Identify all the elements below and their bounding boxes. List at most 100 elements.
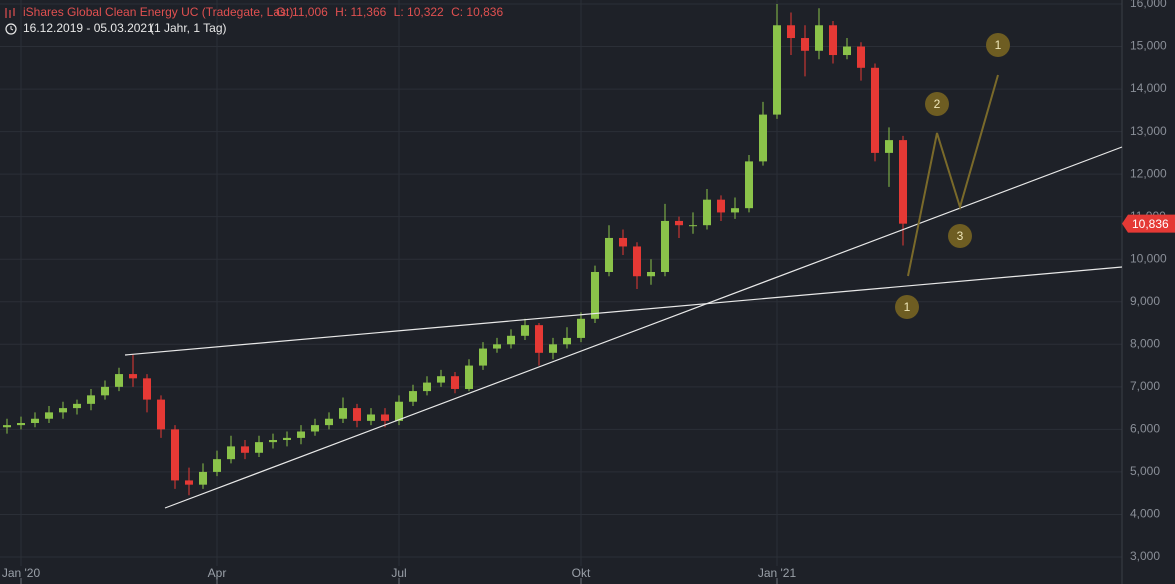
candle-body [479, 348, 487, 366]
ohlc-label: O: [276, 5, 289, 19]
candle-body [213, 459, 221, 472]
y-tick-label: 8,000 [1130, 336, 1160, 350]
y-tick-label: 3,000 [1130, 549, 1160, 563]
ohlc-value: 10,322 [407, 5, 444, 19]
wave-label: 1 [904, 300, 911, 314]
ohlc-value: 11,366 [351, 5, 387, 19]
x-tick-label: Jan '21 [758, 566, 797, 580]
candle-body [45, 412, 53, 419]
candle-body [535, 325, 543, 353]
ohlc-label: H: [335, 5, 347, 19]
candle-body [129, 374, 137, 379]
candle-body [885, 140, 893, 153]
ohlc-label: C: [451, 5, 463, 19]
wave-marker [986, 33, 1010, 57]
candle-body [17, 422, 25, 426]
y-tick-label: 15,000 [1130, 39, 1167, 53]
candle-body [661, 220, 669, 272]
candle-body [689, 225, 697, 227]
candle-body [283, 437, 291, 441]
candle-body [507, 335, 515, 345]
candle-body [87, 395, 95, 404]
ohlc-values: O: 11,006 H: 11,366 L: 10,322 C: 10,836 [276, 5, 503, 19]
y-tick-label: 9,000 [1130, 294, 1160, 308]
price-tag-bg [1122, 214, 1175, 233]
candle-body [521, 325, 529, 336]
candle-body [633, 246, 641, 277]
candle-body [703, 199, 711, 226]
x-tick-label: Okt [572, 566, 591, 580]
candle-body [297, 431, 305, 438]
candle-body [759, 114, 767, 162]
candle-body [325, 418, 333, 426]
x-tick-label: Jan '20 [2, 566, 41, 580]
candle-body [115, 374, 123, 387]
candle-body [171, 429, 179, 481]
chart-icon [5, 8, 15, 18]
candle-body [773, 25, 781, 115]
x-tick-label: Jul [391, 566, 406, 580]
candle-body [59, 408, 67, 413]
candle-body [843, 46, 851, 56]
wave-marker [948, 224, 972, 248]
chart-title: iShares Global Clean Energy UC (Tradegat… [23, 5, 293, 19]
candle-body [311, 425, 319, 432]
candle-body [675, 220, 683, 226]
clock-hand [10, 26, 14, 31]
candle-body [451, 376, 459, 389]
trendline [124, 266, 1123, 356]
candle-body [73, 403, 81, 409]
ohlc-label: L: [394, 5, 404, 19]
ohlc-value: 10,836 [466, 5, 503, 19]
candle-body [801, 38, 809, 51]
y-tick-label: 14,000 [1130, 81, 1167, 95]
y-tick-label: 12,000 [1130, 166, 1167, 180]
candle-body [857, 46, 865, 68]
candle-body [745, 161, 753, 209]
grid-layer [0, 0, 1122, 566]
wave-projection [907, 74, 999, 277]
candle-body [227, 446, 235, 460]
candle-body [717, 199, 725, 213]
candle-body [409, 391, 417, 402]
candle-body [199, 471, 207, 485]
candle-body [591, 271, 599, 319]
candle-body [185, 480, 193, 485]
y-tick-label: 10,000 [1130, 251, 1167, 265]
wave-label: 1 [995, 38, 1002, 52]
candle-body [577, 318, 585, 338]
x-axis: Jan '20 Apr Jul Okt Jan '21 [2, 566, 797, 584]
candle-body [353, 408, 361, 421]
candle-body [339, 408, 347, 419]
candle-body [423, 382, 431, 392]
candle-body [619, 237, 627, 247]
candle-body [269, 440, 277, 443]
candle-body [101, 386, 109, 396]
candle-body [871, 67, 879, 153]
y-tick-label: 7,000 [1130, 379, 1160, 393]
candle-body [157, 399, 165, 430]
candle-body [143, 378, 151, 400]
trendline [164, 146, 1123, 509]
candle-body [787, 25, 795, 39]
candle-body [367, 414, 375, 421]
interval: (1 Jahr, 1 Tag) [150, 21, 227, 35]
candles-layer [3, 3, 907, 496]
y-tick-label: 5,000 [1130, 464, 1160, 478]
candle-body [549, 344, 557, 353]
y-tick-label: 13,000 [1130, 124, 1167, 138]
candle-body [31, 418, 39, 423]
candle-body [563, 337, 571, 345]
price-tag: 10,836 [1132, 217, 1169, 231]
candle-body [3, 425, 11, 428]
wave-marker [925, 92, 949, 116]
x-tick-label: Apr [208, 566, 227, 580]
candle-body [381, 414, 389, 421]
wave-label: 2 [934, 97, 941, 111]
candle-body [395, 401, 403, 421]
candle-body [829, 25, 837, 56]
candle-body [493, 344, 501, 349]
y-tick-label: 6,000 [1130, 422, 1160, 436]
